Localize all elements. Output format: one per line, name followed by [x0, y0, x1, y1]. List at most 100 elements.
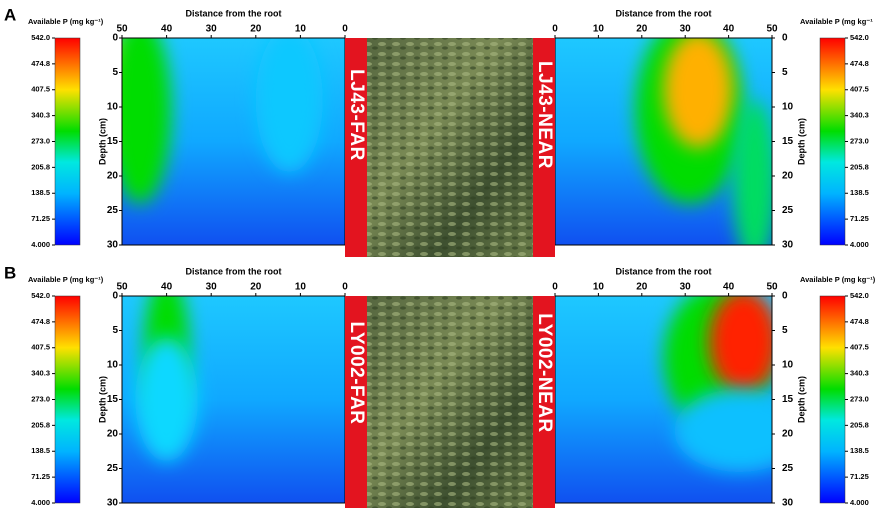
x-tick-label: 30: [680, 282, 692, 293]
heatmap: [555, 17, 776, 265]
y-tick-label: 5: [782, 325, 788, 336]
x-tick-label: 0: [342, 282, 348, 293]
colorbar-tick-label: 71.25: [850, 472, 869, 481]
colorbar-tick-label: 4.000: [850, 498, 869, 507]
colorbar-tick-label: 407.5: [31, 85, 50, 94]
x-tick-label: 0: [342, 24, 348, 35]
tag-label: LJ43-NEAR: [534, 61, 555, 169]
heatmap-region: [733, 100, 776, 266]
colorbar: [820, 296, 845, 503]
y-tick-label: 25: [107, 205, 119, 216]
colorbar-tick-label: 4.000: [850, 240, 869, 249]
photo-texture: [367, 38, 533, 257]
colorbar-tick-label: 273.0: [850, 394, 869, 403]
x-tick-label: 40: [723, 282, 735, 293]
x-tick-label: 50: [766, 24, 778, 35]
y-tick-label: 10: [782, 102, 794, 113]
y-tick-label: 30: [107, 498, 119, 508]
tag-label: LY002-FAR: [346, 321, 367, 424]
x-tick-label: 40: [161, 24, 173, 35]
x-tick-label: 10: [593, 24, 605, 35]
y-tick-label: 20: [782, 429, 794, 440]
x-tick-label: 50: [766, 282, 778, 293]
x-tick-label: 40: [161, 282, 173, 293]
y-tick-label: 25: [107, 463, 119, 474]
tag-label: LJ43-FAR: [346, 69, 367, 161]
colorbar-tick-label: 205.8: [31, 162, 50, 171]
panel-label: A: [4, 5, 16, 24]
y-tick-label: 5: [112, 325, 118, 336]
y-tick-label: 15: [107, 136, 119, 147]
colorbar-title: Available P (mg kg⁻¹): [28, 17, 104, 26]
colorbar-tick-label: 205.8: [850, 420, 869, 429]
y-tick-label: 20: [782, 171, 794, 182]
colorbar-tick-label: 273.0: [850, 136, 869, 145]
colorbar-tick-label: 340.3: [31, 369, 50, 378]
y-tick-label: 0: [112, 291, 118, 302]
colorbar-tick-label: 542.0: [850, 291, 869, 300]
y-tick-label: 5: [782, 67, 788, 78]
colorbar-tick-label: 407.5: [31, 343, 50, 352]
x-tick-label: 30: [206, 24, 218, 35]
colorbar-tick-label: 4.000: [31, 498, 50, 507]
x-tick-label: 10: [295, 282, 307, 293]
figure: A Available P (mg kg⁻¹) 542.0 474.8 407.5 340…: [0, 0, 877, 508]
x-tick-label: 50: [116, 282, 128, 293]
y-axis-title: Depth (cm): [97, 376, 107, 423]
colorbar-tick-label: 71.25: [31, 472, 50, 481]
y-tick-label: 15: [107, 394, 119, 405]
colorbar-tick-label: 340.3: [850, 111, 869, 120]
colorbar-tick-label: 71.25: [850, 214, 869, 223]
x-axis-title: Distance from the root: [615, 8, 711, 18]
colorbar-tick-label: 205.8: [850, 162, 869, 171]
colorbar-title: Available P (mg kg⁻¹: [800, 17, 873, 26]
x-tick-label: 30: [680, 24, 692, 35]
heatmap-region: [664, 32, 733, 148]
colorbar-tick-label: 205.8: [31, 420, 50, 429]
colorbar-tick-label: 4.000: [31, 240, 50, 249]
y-tick-label: 15: [782, 394, 794, 405]
y-tick-label: 30: [782, 498, 794, 508]
colorbar-tick-label: 474.8: [850, 59, 869, 68]
colorbar-tick-label: 138.5: [31, 446, 50, 455]
y-tick-label: 10: [107, 102, 119, 113]
x-axis-title: Distance from the root: [615, 266, 711, 276]
y-tick-label: 0: [112, 33, 118, 44]
photo-texture: [367, 296, 533, 508]
colorbar-tick-label: 542.0: [850, 33, 869, 42]
colorbar-tick-label: 71.25: [31, 214, 50, 223]
x-tick-label: 50: [116, 24, 128, 35]
y-tick-label: 10: [782, 360, 794, 371]
y-tick-label: 20: [107, 171, 119, 182]
colorbar-tick-label: 474.8: [31, 317, 50, 326]
y-tick-label: 5: [112, 67, 118, 78]
x-axis-title: Distance from the root: [185, 8, 281, 18]
colorbar-tick-label: 340.3: [850, 369, 869, 378]
colorbar-tick-label: 138.5: [850, 188, 869, 197]
panel-label: B: [4, 263, 16, 282]
x-tick-label: 20: [250, 282, 262, 293]
y-tick-label: 0: [782, 33, 788, 44]
colorbar-tick-label: 138.5: [850, 446, 869, 455]
y-axis-title: Depth (cm): [796, 118, 806, 165]
y-axis-title: Depth (cm): [796, 376, 806, 423]
colorbar-tick-label: 340.3: [31, 111, 50, 120]
y-tick-label: 30: [782, 240, 794, 251]
colorbar-tick-label: 407.5: [850, 85, 869, 94]
y-tick-label: 30: [107, 240, 119, 251]
x-tick-label: 20: [636, 282, 648, 293]
colorbar-tick-label: 474.8: [850, 317, 869, 326]
heatmap-region: [256, 28, 323, 173]
x-tick-label: 20: [250, 24, 262, 35]
heatmap: [109, 17, 345, 245]
colorbar: [55, 296, 80, 503]
colorbar-tick-label: 542.0: [31, 291, 50, 300]
tag-label: LY002-NEAR: [534, 313, 555, 432]
heatmap-region: [709, 290, 778, 394]
colorbar-title: Available P (mg kg⁻¹): [800, 275, 876, 284]
x-tick-label: 10: [295, 24, 307, 35]
heatmap: [555, 286, 805, 503]
y-axis-title: Depth (cm): [97, 118, 107, 165]
heatmap: [122, 275, 345, 503]
x-tick-label: 20: [636, 24, 648, 35]
